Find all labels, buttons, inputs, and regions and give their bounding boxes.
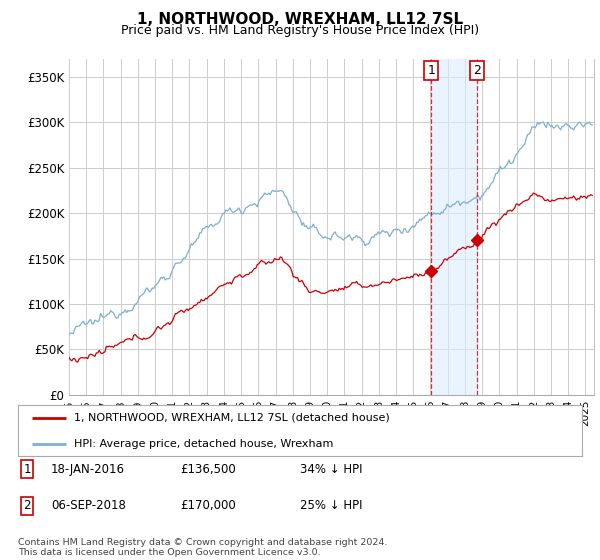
Text: 06-SEP-2018: 06-SEP-2018 <box>51 499 126 512</box>
Text: 34% ↓ HPI: 34% ↓ HPI <box>300 463 362 476</box>
Text: Contains HM Land Registry data © Crown copyright and database right 2024.
This d: Contains HM Land Registry data © Crown c… <box>18 538 388 557</box>
Text: 2: 2 <box>473 64 481 77</box>
Text: 1: 1 <box>427 64 435 77</box>
Text: 25% ↓ HPI: 25% ↓ HPI <box>300 499 362 512</box>
Text: Price paid vs. HM Land Registry's House Price Index (HPI): Price paid vs. HM Land Registry's House … <box>121 24 479 36</box>
Text: £170,000: £170,000 <box>180 499 236 512</box>
Text: 1, NORTHWOOD, WREXHAM, LL12 7SL: 1, NORTHWOOD, WREXHAM, LL12 7SL <box>137 12 463 27</box>
Bar <box>431 59 476 395</box>
Text: 1: 1 <box>23 463 31 476</box>
Text: HPI: Average price, detached house, Wrexham: HPI: Average price, detached house, Wrex… <box>74 438 334 449</box>
Text: 1, NORTHWOOD, WREXHAM, LL12 7SL (detached house): 1, NORTHWOOD, WREXHAM, LL12 7SL (detache… <box>74 413 390 423</box>
Text: 2: 2 <box>23 499 31 512</box>
Text: £136,500: £136,500 <box>180 463 236 476</box>
Text: 18-JAN-2016: 18-JAN-2016 <box>51 463 125 476</box>
